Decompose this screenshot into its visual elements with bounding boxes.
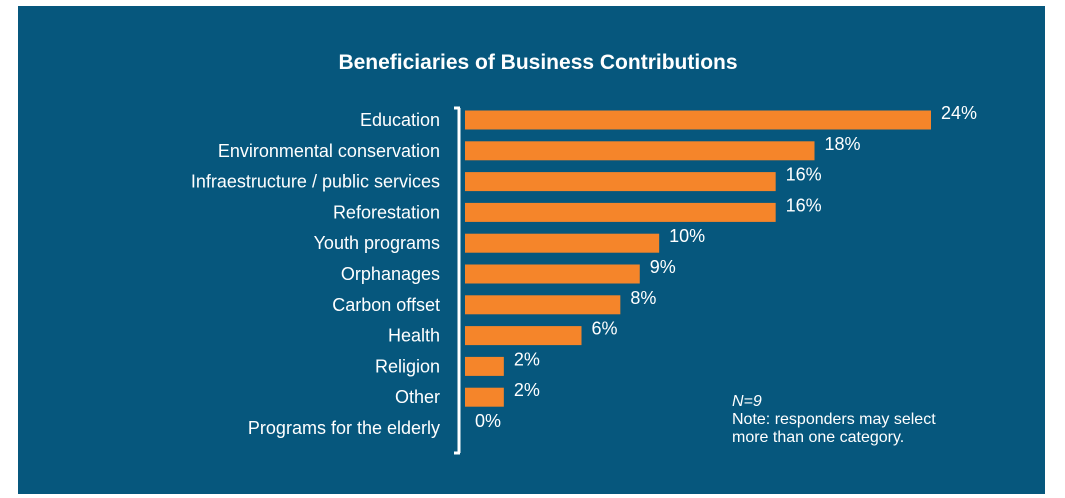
value-label: 16% <box>786 165 822 185</box>
value-label: 16% <box>786 195 822 215</box>
value-label: 18% <box>825 134 861 154</box>
note-line-2: more than one category. <box>732 429 904 446</box>
category-label: Environmental conservation <box>218 141 440 161</box>
value-label: 24% <box>941 103 977 123</box>
bar <box>465 202 776 222</box>
value-label: 2% <box>514 349 540 369</box>
bar <box>465 233 660 253</box>
bar <box>465 295 621 315</box>
bars-layer: Education 24% Environmental conservation 18… <box>191 103 977 438</box>
category-label: Orphanages <box>341 264 440 284</box>
bar <box>465 387 504 407</box>
category-label: Other <box>395 387 440 407</box>
category-label: Programs for the elderly <box>248 418 440 438</box>
value-label: 9% <box>650 257 676 277</box>
category-label: Carbon offset <box>332 295 440 315</box>
category-label: Youth programs <box>314 233 440 253</box>
bar <box>465 326 582 346</box>
chart-title: Beneficiaries of Business Contributions <box>338 51 737 74</box>
bar-chart: Beneficiaries of Business Contributions … <box>191 51 977 455</box>
bar <box>465 141 815 161</box>
value-label: 6% <box>592 319 618 339</box>
note-line-1: Note: responders may select <box>732 411 936 428</box>
value-label: 0% <box>475 411 501 431</box>
category-label: Infraestructure / public services <box>191 172 440 192</box>
category-label: Reforestation <box>333 202 440 222</box>
chart-panel: Beneficiaries of Business Contributions … <box>18 6 1045 494</box>
value-label: 10% <box>669 226 705 246</box>
sample-size-note: N=9 <box>732 393 762 410</box>
value-label: 2% <box>514 380 540 400</box>
category-label: Education <box>360 110 440 130</box>
bar <box>465 356 504 376</box>
category-label: Health <box>388 326 440 346</box>
bar <box>465 110 931 130</box>
bar <box>465 264 640 284</box>
value-label: 8% <box>630 288 656 308</box>
category-label: Religion <box>375 356 440 376</box>
bar <box>465 172 776 192</box>
